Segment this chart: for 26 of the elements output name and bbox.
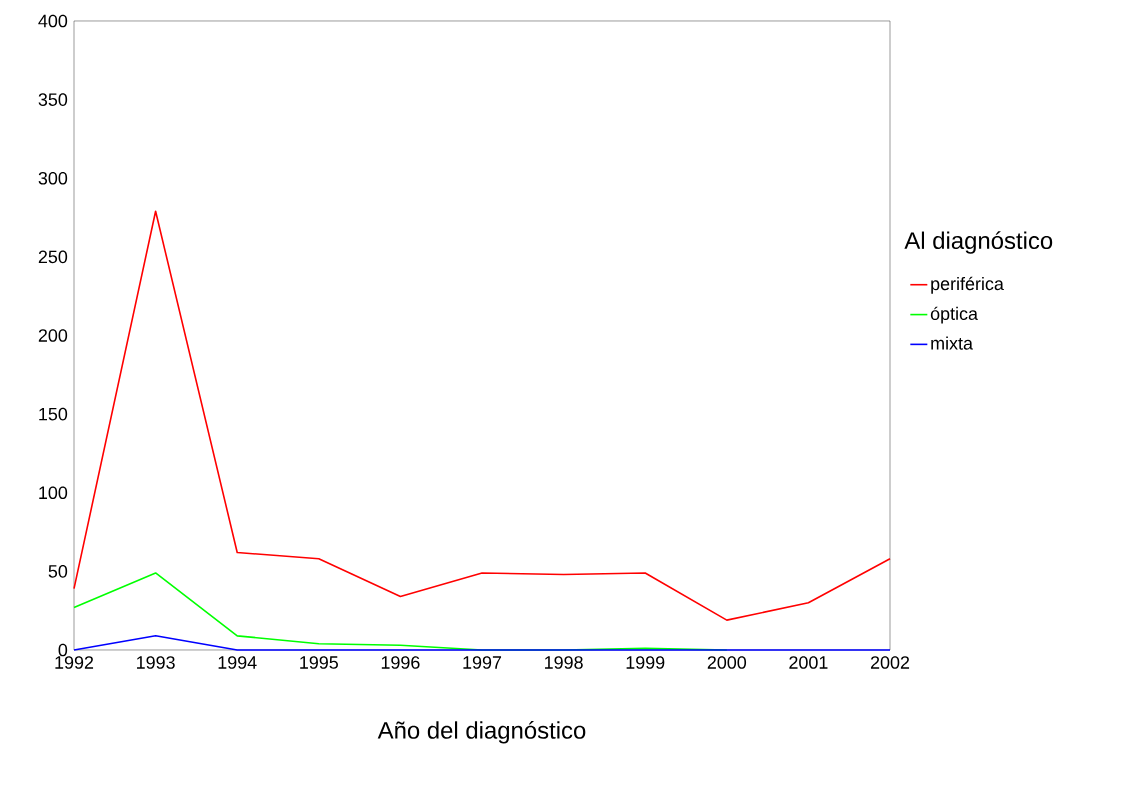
y-tick-label: 100 bbox=[39, 486, 68, 500]
x-tick-label: 1999 bbox=[626, 656, 665, 669]
y-tick-label: 350 bbox=[38, 93, 68, 106]
x-tick-label: 1998 bbox=[545, 656, 583, 669]
x-tick-label: 1996 bbox=[381, 656, 420, 669]
line-series bbox=[73, 210, 891, 621]
legend-label: óptica bbox=[930, 306, 978, 324]
x-tick-label: 1993 bbox=[137, 656, 175, 669]
x-tick-label: 1997 bbox=[463, 656, 502, 669]
x-tick-label: 2001 bbox=[789, 656, 828, 669]
x-tick-label: 2002 bbox=[870, 656, 910, 669]
x-tick-label: 1995 bbox=[300, 656, 338, 669]
x-tick-label: 1992 bbox=[55, 656, 94, 669]
y-tick-label: 150 bbox=[39, 407, 68, 421]
y-tick-label: 400 bbox=[38, 14, 68, 28]
x-tick-label: 2000 bbox=[707, 656, 747, 669]
y-tick-label: 50 bbox=[48, 565, 68, 578]
legend-label: mixta bbox=[931, 336, 973, 350]
legend-label: periférica bbox=[931, 276, 1004, 294]
legend-title: Al diagnóstico bbox=[904, 231, 1053, 254]
y-tick-label: 250 bbox=[38, 250, 68, 264]
x-axis-title: Año del diagnóstico bbox=[377, 721, 586, 744]
x-tick-label: 1994 bbox=[218, 656, 257, 669]
y-tick-label: 300 bbox=[38, 171, 68, 185]
y-tick-label: 200 bbox=[38, 329, 68, 342]
y-tick-label: 0 bbox=[58, 643, 68, 657]
